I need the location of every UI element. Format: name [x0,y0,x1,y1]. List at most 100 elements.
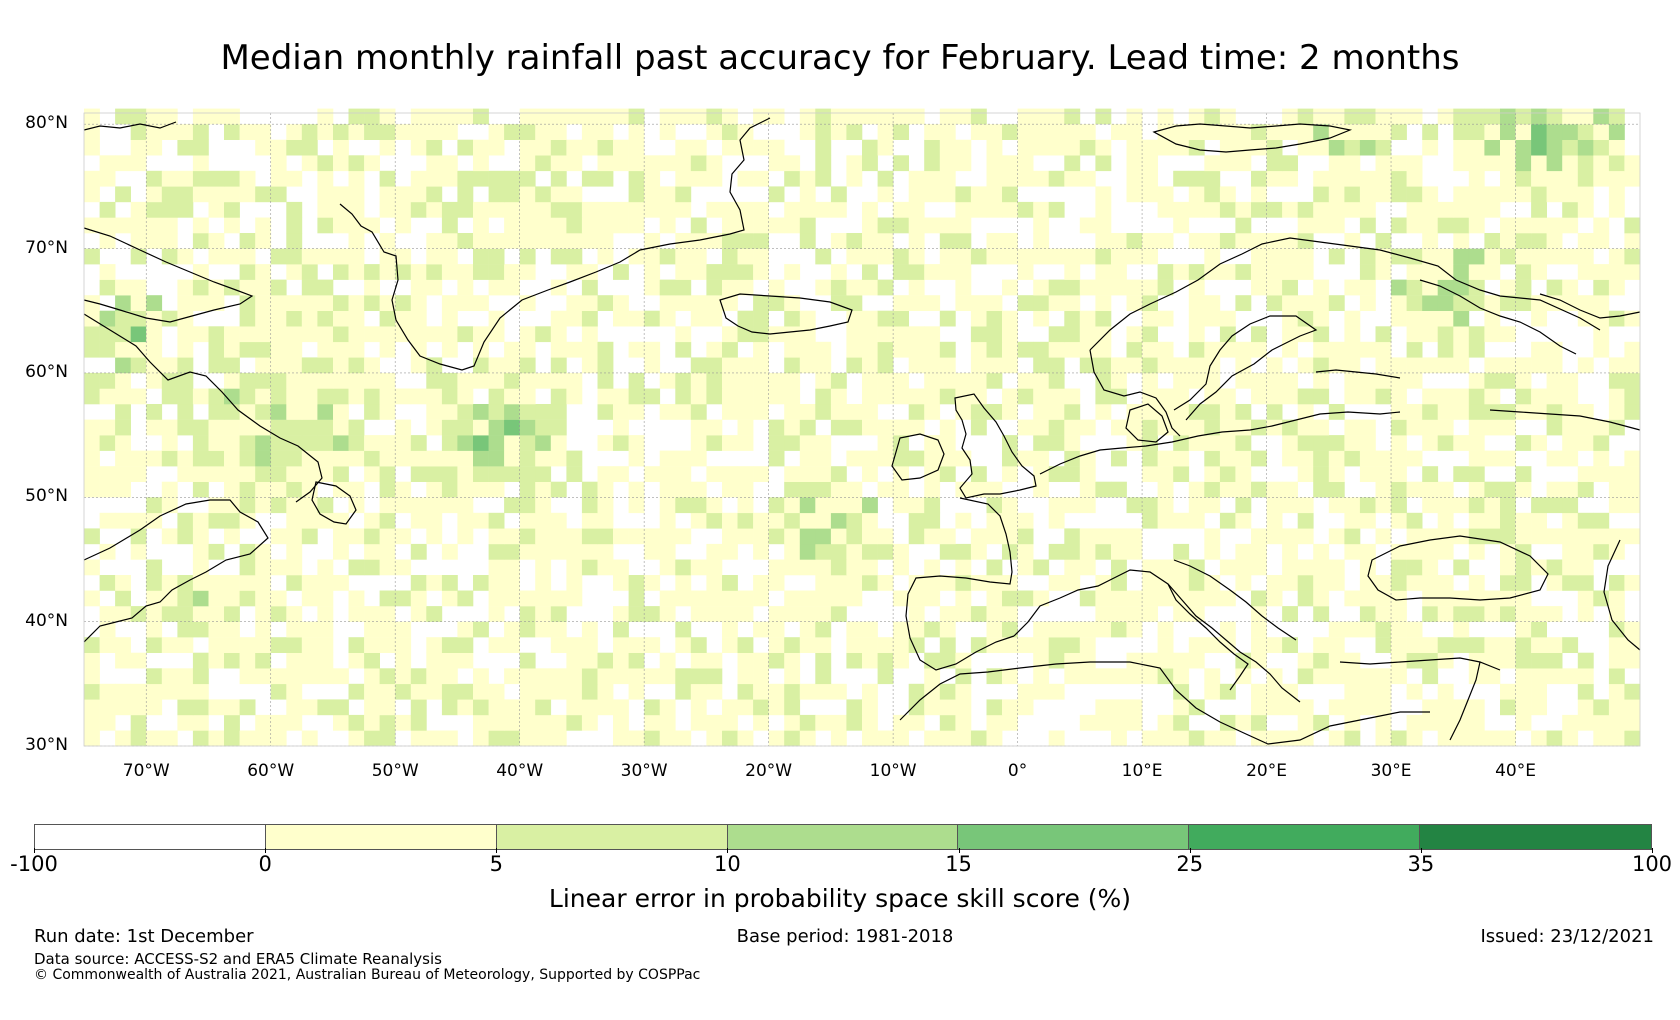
coast-levant [1449,661,1481,741]
skill-cell [1515,575,1532,591]
skill-cell [737,388,754,405]
skill-cell [1188,512,1205,529]
skill-cell [379,139,396,156]
skill-cell [519,186,536,203]
skill-cell [1188,590,1205,607]
skill-cell [192,295,209,311]
skill-cell [1515,186,1532,203]
skill-cell [379,668,396,685]
skill-cell [1297,435,1314,451]
skill-cell [1500,108,1516,125]
skill-cell [1017,559,1034,576]
skill-cell [473,295,489,311]
skill-cell [1484,372,1501,389]
skill-cell [1344,528,1361,545]
skill-cell [1391,124,1407,140]
skill-cell [1484,730,1501,747]
skill-cell [1359,575,1376,591]
skill-cell [1204,528,1221,545]
skill-cell [1017,124,1034,140]
skill-cell [161,481,178,498]
skill-cell [1608,668,1625,685]
colorbar-bin [1420,825,1651,849]
skill-cell [1126,590,1143,607]
skill-cell [1002,637,1018,653]
skill-cell [1219,341,1236,358]
skill-cell [1359,108,1376,125]
skill-cell [270,419,287,436]
skill-cell [286,124,303,140]
skill-cell [535,714,552,731]
skill-cell [939,310,956,327]
skill-cell [192,170,209,187]
skill-cell [1406,357,1423,374]
skill-cell [504,279,520,296]
skill-cell [1048,279,1065,296]
skill-cell [644,730,661,747]
skill-cell [846,248,863,265]
skill-cell [317,404,334,420]
skill-cell [1531,388,1547,405]
skill-cell [473,668,489,685]
skill-cell [239,590,256,607]
skill-cell [1064,528,1081,545]
skill-cell [84,683,100,700]
skill-cell [877,310,894,327]
skill-cell [581,233,598,249]
skill-cell [1422,124,1439,140]
skill-cell [1204,155,1221,172]
skill-cell [550,201,567,218]
skill-cell [239,170,256,187]
skill-cell [1359,341,1376,358]
skill-cell [441,170,458,187]
skill-cell [395,590,412,607]
skill-cell [255,264,272,280]
skill-cell [1577,683,1594,700]
skill-cell [675,201,692,218]
skill-cell [146,404,163,420]
skill-cell [192,450,209,467]
skill-cell [908,357,925,374]
skill-cell [955,372,972,389]
skill-cell [1422,637,1439,653]
skill-cell [1375,575,1392,591]
skill-cell [177,388,194,405]
skill-cell [535,497,552,514]
skill-cell [970,730,987,747]
skill-cell [815,124,832,140]
skill-cell [1468,279,1485,296]
skill-cell [1111,606,1127,622]
skill-cell [1173,466,1190,482]
skill-cell [1500,559,1516,576]
skill-cell [519,450,536,467]
skill-cell [690,590,707,607]
skill-cell [224,435,240,451]
skill-cell [1437,481,1454,498]
skill-cell [1562,450,1579,467]
skill-cell [457,652,474,669]
skill-cell [270,404,287,420]
skill-cell [1033,481,1050,498]
skill-cell [519,357,536,374]
skill-cell [955,108,972,125]
skill-cell [1204,435,1221,451]
skill-cell [1546,528,1563,545]
skill-cell [753,683,769,700]
skill-cell [877,543,894,560]
skill-cell [473,419,489,436]
skill-cell [504,528,520,545]
skill-cell [1219,419,1236,436]
skill-cell [1282,559,1298,576]
skill-cell [1188,372,1205,389]
skill-cell [939,139,956,156]
skill-cell [1593,450,1610,467]
skill-cell [1531,295,1547,311]
skill-cell [581,699,598,716]
skill-cell [1437,435,1454,451]
skill-cell [1017,419,1034,436]
coast-ukraine-russia [1489,409,1641,431]
skill-cell [192,559,209,576]
skill-cell [846,326,863,343]
skill-cell [1546,730,1563,747]
skill-cell [1126,419,1143,436]
